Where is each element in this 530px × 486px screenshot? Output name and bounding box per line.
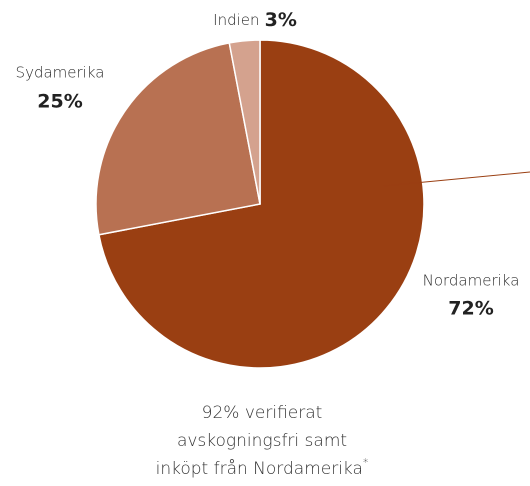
caption-line: avskogningsfri samt <box>177 431 347 451</box>
caption-text: inköpt från Nordamerika <box>156 458 363 479</box>
value-label: 25% <box>37 91 82 113</box>
pie-slice <box>95 42 261 236</box>
footnote-mark: * <box>363 456 369 469</box>
leader-line <box>382 171 530 187</box>
caption-line: 92% verifierat <box>202 403 323 423</box>
caption-text: 92% verifierat <box>202 403 323 423</box>
pie-slice <box>228 39 261 205</box>
slice-label: Indien 3% <box>213 9 297 31</box>
pie-slice <box>98 39 425 369</box>
category-name: Sydamerika <box>16 64 105 82</box>
category-name: Indien <box>213 11 259 29</box>
value-label: 72% <box>448 298 493 320</box>
value-label: 3% <box>265 9 297 31</box>
caption-line: inköpt från Nordamerika* <box>156 456 369 479</box>
pie <box>95 39 425 369</box>
caption-text: avskogningsfri samt <box>177 431 347 451</box>
category-name: Nordamerika <box>423 272 520 290</box>
